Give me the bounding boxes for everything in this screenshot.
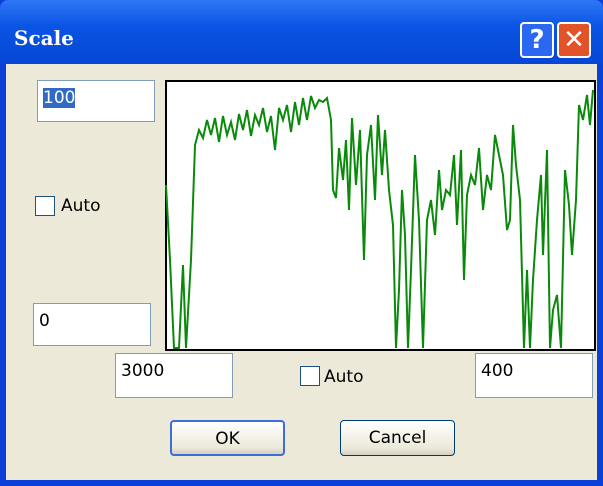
y-auto-label: Auto xyxy=(61,196,101,216)
y-min-input[interactable]: 0 xyxy=(33,303,151,346)
spectrum-line xyxy=(165,89,594,349)
y-max-input[interactable]: 100 xyxy=(37,80,155,122)
ok-button[interactable]: OK xyxy=(170,420,285,456)
y-min-value: 0 xyxy=(39,311,50,331)
cancel-button[interactable]: Cancel xyxy=(340,420,455,456)
y-max-value: 100 xyxy=(43,88,76,108)
dialog-body: 100 Auto 0 3000 Auto 400 OK Cancel xyxy=(6,64,597,480)
close-button[interactable]: ✕ xyxy=(557,22,591,58)
x-end-input[interactable]: 400 xyxy=(475,353,593,398)
help-button[interactable]: ? xyxy=(520,22,554,58)
x-end-value: 400 xyxy=(481,361,514,381)
spectrum-plot xyxy=(165,80,596,351)
title-bar: Scale ? ✕ xyxy=(0,0,603,64)
x-auto-label: Auto xyxy=(324,367,364,387)
window-title: Scale xyxy=(14,26,74,50)
x-auto-checkbox[interactable] xyxy=(300,366,320,386)
y-auto-checkbox[interactable] xyxy=(35,196,55,216)
x-start-value: 3000 xyxy=(121,361,165,381)
x-start-input[interactable]: 3000 xyxy=(115,353,233,398)
